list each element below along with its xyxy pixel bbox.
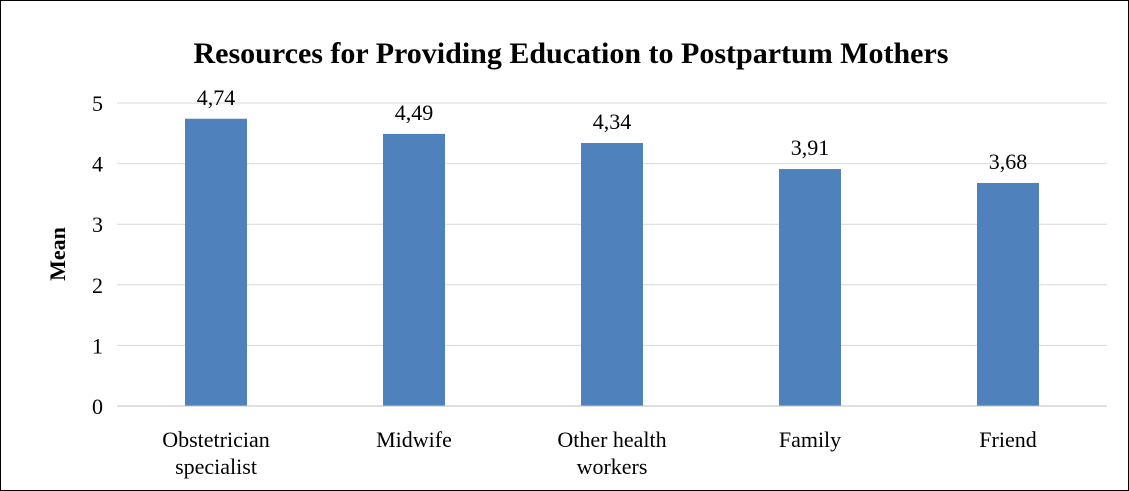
y-tick-label: 5 [92,91,103,116]
data-label: 4,34 [593,109,632,134]
category-label-line: Other health [557,427,666,452]
category-label-line: Obstetrician [162,427,270,452]
category-label-line: Friend [979,427,1036,452]
bar [977,182,1039,406]
category-label-line: Midwife [376,427,452,452]
data-label: 3,68 [989,149,1028,174]
data-label: 4,49 [395,100,434,125]
y-tick-label: 1 [92,333,103,358]
category-label: Midwife [376,427,452,452]
data-label: 4,74 [197,85,236,110]
category-label: Friend [979,427,1036,452]
y-tick-label: 4 [92,152,103,177]
category-label-line: specialist [175,454,257,479]
y-axis-ticks: 0 1 2 3 4 5 [92,91,103,419]
data-label: 3,91 [791,135,830,160]
category-label-line: Family [779,427,841,452]
y-tick-label: 0 [92,394,103,419]
y-axis-label: Mean [45,227,70,281]
bar [779,169,841,406]
category-label: Obstetrician specialist [162,427,270,479]
data-labels: 4,74 4,49 4,34 3,91 3,68 [197,85,1028,174]
category-labels: Obstetrician specialist Midwife Other healt… [162,427,1036,479]
chart-title: Resources for Providing Education to Pos… [194,37,949,70]
category-label-line: workers [577,454,648,479]
y-tick-label: 3 [92,212,103,237]
y-tick-label: 2 [92,273,103,298]
bar [581,142,643,406]
bars [185,118,1039,407]
category-label: Other health workers [557,427,666,479]
bar [185,118,247,407]
category-label: Family [779,427,841,452]
bar [383,133,445,406]
